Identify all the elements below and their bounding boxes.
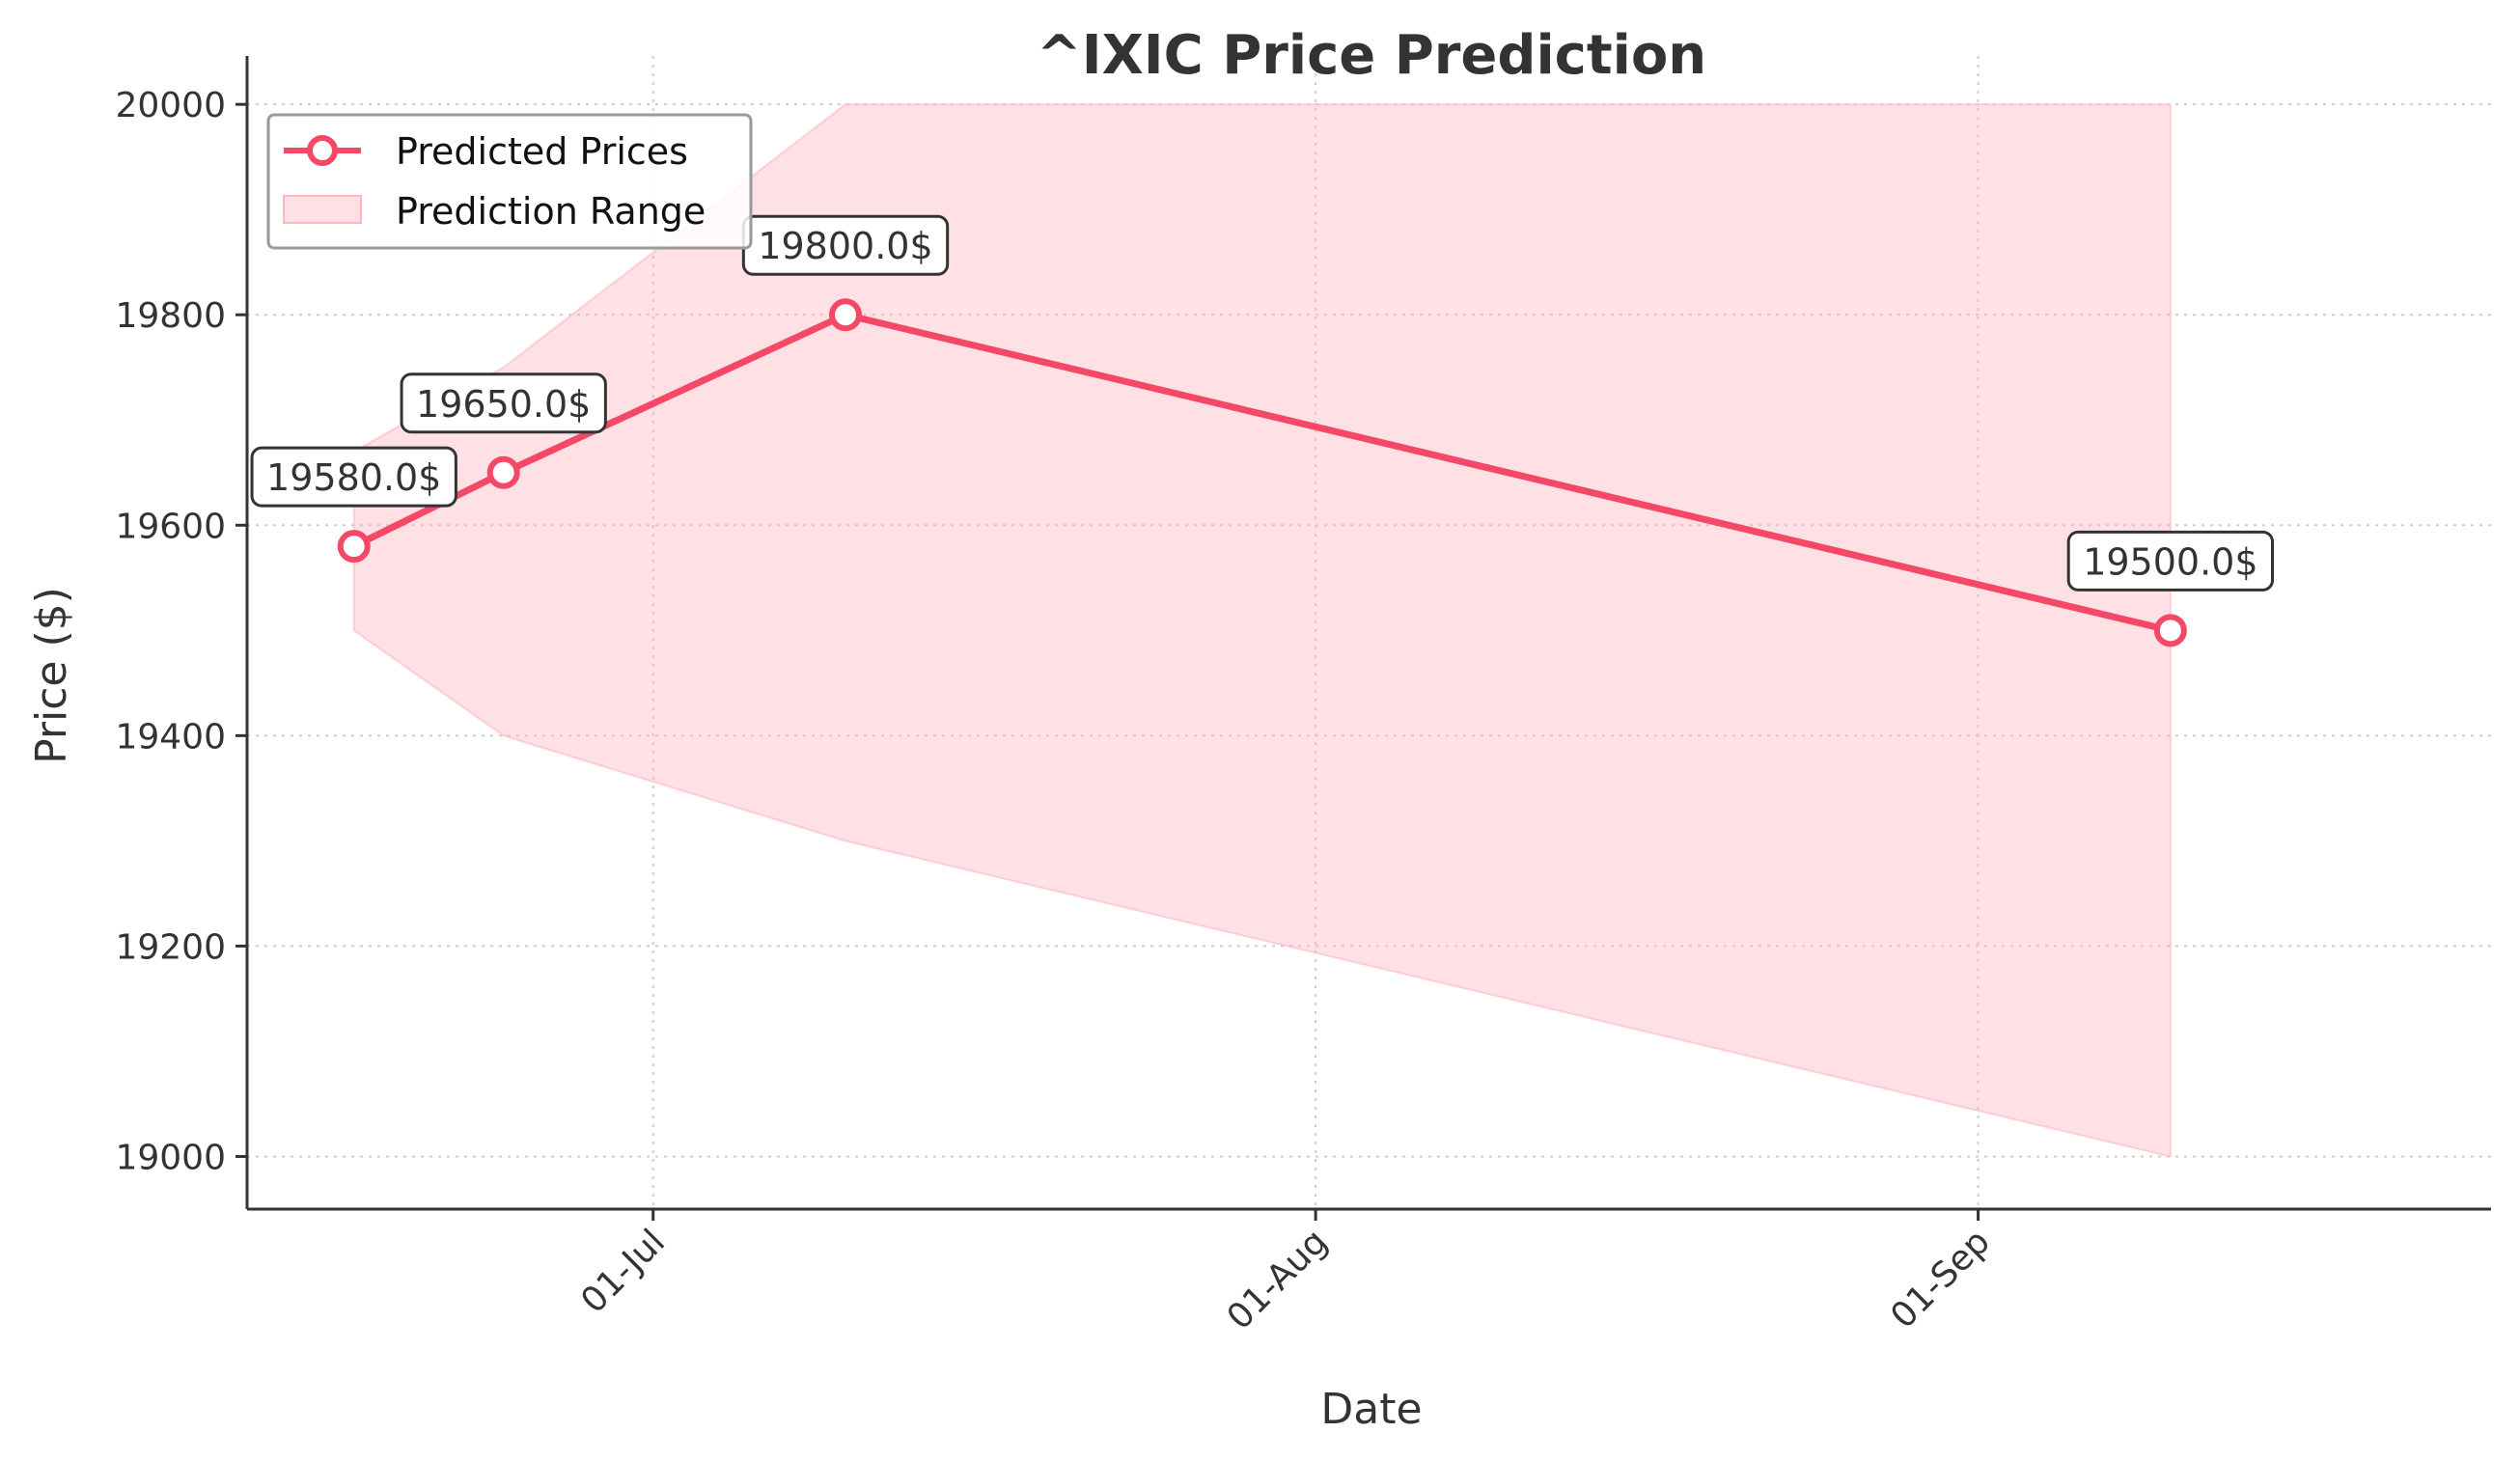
y-tick-label: 19000 (115, 1138, 226, 1177)
y-tick-label: 19800 (115, 296, 226, 336)
y-tick-label: 20000 (115, 86, 226, 125)
legend-box (266, 113, 753, 250)
value-annotation-box (250, 446, 457, 508)
chart-title: ^IXIC Price Prediction (1037, 24, 1706, 87)
series-line-layer (337, 298, 2187, 647)
predicted-price-point (829, 298, 862, 332)
value-annotation-label: 19650.0$ (416, 383, 591, 426)
prediction-range-layer (352, 103, 2172, 1158)
x-axis-label: Date (1320, 1385, 1422, 1434)
predicted-price-point (337, 530, 371, 564)
y-tick-label: 19600 (115, 507, 226, 546)
predicted-price-point (486, 455, 520, 489)
legend: Predicted Prices Prediction Range (266, 113, 753, 250)
y-tick-label: 19400 (115, 717, 226, 757)
y-axis-label: Price ($) (27, 587, 76, 764)
annotation-layer: 19580.0$ 19650.0$ 19800.0$ 19500.0$ (250, 214, 2275, 592)
predicted-prices-line (352, 311, 2172, 634)
legend-label-prediction-range: Prediction Range (396, 190, 706, 233)
prediction-range-band (352, 103, 2172, 1158)
legend-range-swatch (283, 195, 362, 224)
value-annotation-box (400, 372, 607, 434)
value-annotation-label: 19500.0$ (2083, 540, 2257, 583)
legend-marker-swatch (307, 135, 338, 166)
value-annotation-label: 19800.0$ (758, 225, 932, 267)
y-tick-label: 19200 (115, 927, 226, 967)
legend-label-predicted-prices: Predicted Prices (396, 130, 688, 173)
value-annotation-label: 19580.0$ (266, 456, 441, 499)
x-tick-label: 01-Sep (1883, 1222, 1998, 1336)
x-tick-label: 01-Aug (1220, 1222, 1336, 1337)
predicted-price-point (2153, 614, 2187, 647)
x-tick-label: 01-Jul (573, 1222, 673, 1321)
value-annotation-box (2066, 530, 2275, 592)
